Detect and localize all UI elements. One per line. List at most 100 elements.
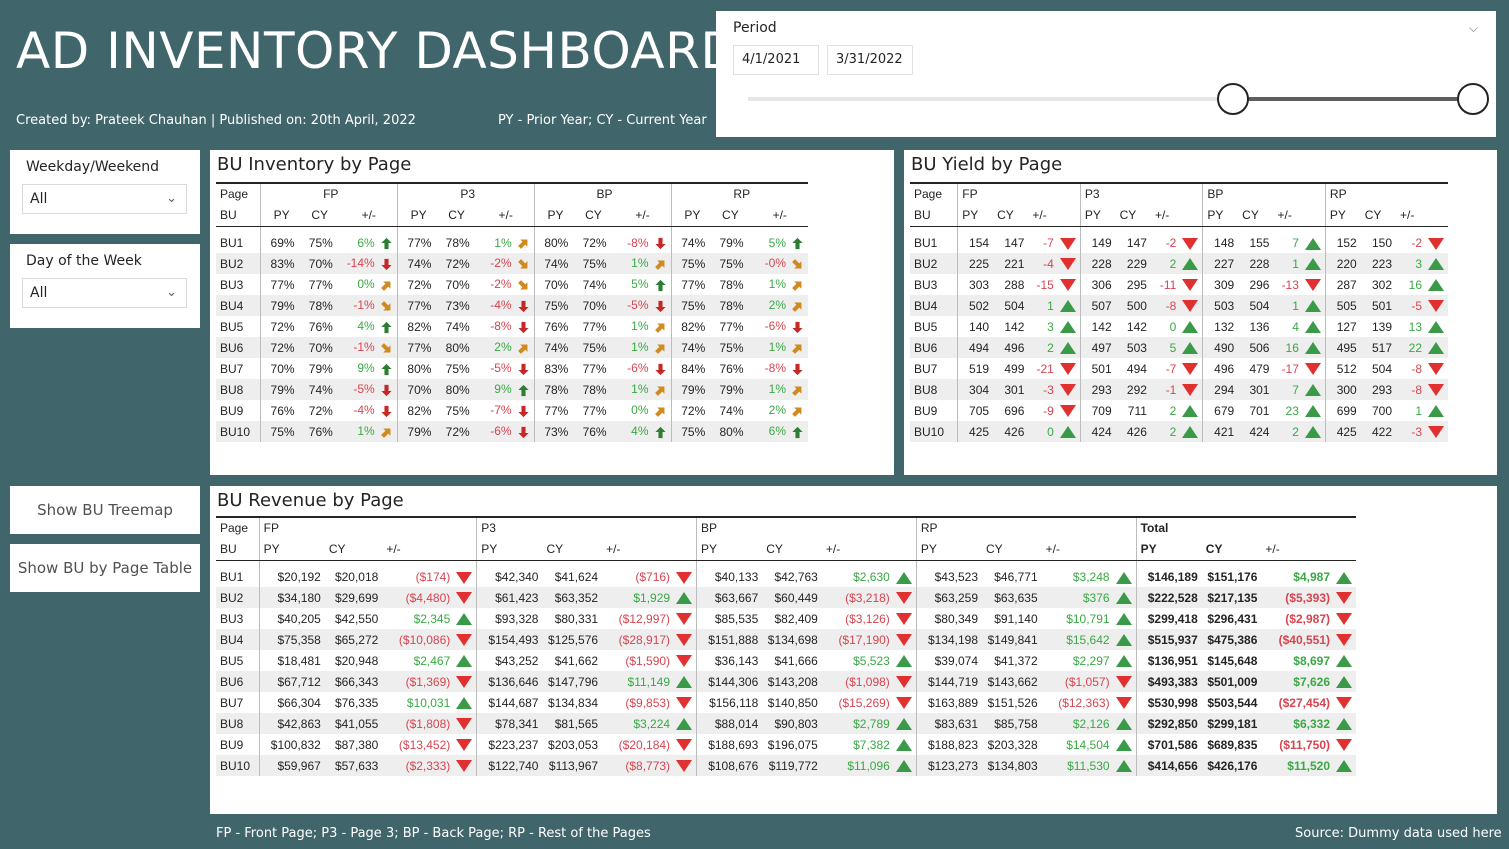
- diff-value: $2,467: [413, 653, 451, 668]
- py-cell: $515,937: [1135, 629, 1202, 650]
- diff-value: $15,642: [1066, 632, 1110, 647]
- triangle-down-icon: [1115, 697, 1132, 710]
- cy-cell: 79%: [719, 382, 744, 397]
- chevron-down-icon[interactable]: ⌵: [1468, 21, 1478, 35]
- diff-value: 7: [1292, 382, 1299, 397]
- py-cell: 74%: [533, 337, 573, 358]
- day-of-week-dropdown[interactable]: All ⌄: [22, 278, 187, 308]
- diff-cell: $10,031: [382, 692, 476, 713]
- diff-cell: 4%: [337, 316, 397, 337]
- triangle-up-icon: [456, 613, 473, 626]
- diff-cell: 0%: [337, 274, 397, 295]
- triangle-down-icon: [456, 718, 473, 731]
- py-cell: 505: [1324, 295, 1361, 316]
- table-row: BU4 79% 78% -1% 77% 73% -4% 75% 70% -5% 75% 78% 2%: [216, 295, 808, 316]
- slider-start-handle[interactable]: [1217, 83, 1249, 115]
- py-cell: 77%: [396, 226, 436, 253]
- arrow-up-icon: [792, 426, 803, 438]
- table-row: BU4 $75,358 $65,272 ($10,086) $154,493 $125,5…: [216, 629, 1356, 650]
- slider-end-handle[interactable]: [1457, 83, 1489, 115]
- triangle-up-icon: [1115, 760, 1132, 773]
- cy-header: CY: [982, 538, 1042, 561]
- diff-value: -6%: [627, 361, 649, 376]
- py-cell: 77%: [396, 337, 436, 358]
- triangle-down-icon: [1059, 258, 1076, 271]
- diff-cell: $1,929: [602, 587, 696, 608]
- diff-cell: 0%: [611, 400, 671, 421]
- inventory-table: Page FP P3 BP RP BU PY CY +/- PY CY +/- PY CY +/- PY CY +…: [216, 182, 808, 442]
- end-date-input[interactable]: 3/31/2022: [827, 45, 913, 75]
- diff-value: ($174): [415, 569, 451, 584]
- diff-value: 3: [1415, 256, 1422, 271]
- cy-cell: 517: [1372, 340, 1393, 355]
- cy-cell: 78%: [719, 298, 744, 313]
- diff-value: -3: [1411, 424, 1422, 439]
- diff-header: +/-: [1261, 538, 1356, 561]
- py-cell: $67,712: [258, 671, 325, 692]
- diff-header: +/-: [821, 538, 917, 561]
- table-row: BU5 140 142 3 142 142 0 132 136 4 127 139 13: [910, 316, 1448, 337]
- cy-cell: 73%: [445, 298, 470, 313]
- bu-cell: BU5: [220, 319, 244, 334]
- py-header: PY: [696, 538, 763, 561]
- bu-cell: BU6: [914, 340, 938, 355]
- triangle-down-icon: [1428, 237, 1444, 250]
- bu-cell: BU1: [220, 235, 244, 250]
- revenue-table: Page FP P3 BP RP Total BU PY CY +/- PY CY +/- PY CY +/-…: [216, 516, 1356, 776]
- py-cell: $43,523: [915, 560, 983, 587]
- triangle-down-icon: [1304, 363, 1321, 376]
- diff-cell: ($1,057): [1042, 671, 1136, 692]
- py-header: PY: [1324, 204, 1361, 227]
- cy-cell: 496: [1004, 340, 1025, 355]
- diff-cell: -5%: [337, 379, 397, 400]
- arrow-down-right-icon: [380, 342, 391, 353]
- triangle-down-icon: [1336, 697, 1352, 710]
- diff-value: 16: [1408, 277, 1422, 292]
- diff-value: $5,523: [853, 653, 890, 668]
- diff-value: 13: [1408, 319, 1422, 334]
- diff-value: -4%: [353, 403, 375, 418]
- bu-cell: BU8: [914, 382, 938, 397]
- py-cell: 74%: [533, 253, 573, 274]
- arrow-up-right-icon: [517, 344, 528, 354]
- triangle-up-icon: [1115, 613, 1132, 626]
- cy-cell: $299,181: [1207, 716, 1258, 731]
- py-cy-legend: PY - Prior Year; CY - Current Year: [498, 113, 707, 128]
- show-bu-treemap-button[interactable]: Show BU Treemap: [10, 486, 200, 534]
- cy-cell: 147: [1004, 235, 1025, 250]
- table-row: BU1 154 147 -7 149 147 -2 148 155 7 152 150 -2: [910, 226, 1448, 253]
- py-cell: $42,340: [476, 560, 543, 587]
- py-cell: 424: [1079, 421, 1116, 442]
- diff-value: 2%: [768, 403, 786, 418]
- period-slider-track[interactable]: [748, 83, 1489, 115]
- arrow-down-icon: [518, 405, 529, 417]
- diff-value: ($12,997): [618, 611, 671, 626]
- show-bu-page-table-button[interactable]: Show BU by Page Table: [10, 544, 200, 592]
- cy-cell: 229: [1126, 256, 1147, 271]
- cy-cell: 223: [1372, 256, 1393, 271]
- triangle-up-icon: [1428, 405, 1444, 418]
- cy-cell: $689,835: [1207, 737, 1258, 752]
- diff-cell: -8%: [474, 316, 534, 337]
- diff-value: $6,332: [1293, 716, 1330, 731]
- cy-cell: 78%: [308, 298, 333, 313]
- weekday-weekend-dropdown[interactable]: All ⌄: [22, 184, 187, 214]
- py-cell: 72%: [670, 400, 710, 421]
- diff-cell: -6%: [611, 358, 671, 379]
- cy-cell: 70%: [308, 256, 333, 271]
- table-row: BU5 $18,481 $20,948 $2,467 $43,252 $41,662 ($1…: [216, 650, 1356, 671]
- triangle-down-icon: [676, 739, 693, 752]
- cy-cell: 503: [1126, 340, 1147, 355]
- diff-cell: 1%: [337, 421, 397, 442]
- diff-header: +/-: [1041, 538, 1137, 561]
- arrow-up-icon: [654, 426, 666, 438]
- diff-cell: 1: [1273, 253, 1325, 274]
- triangle-up-icon: [676, 718, 693, 731]
- diff-value: -8: [1411, 382, 1422, 397]
- triangle-up-icon: [895, 655, 912, 668]
- diff-cell: -5%: [474, 358, 534, 379]
- diff-value: ($28,917): [618, 632, 671, 647]
- start-date-input[interactable]: 4/1/2021: [733, 45, 819, 75]
- diff-cell: -6%: [474, 421, 534, 442]
- cy-cell: 504: [1004, 298, 1025, 313]
